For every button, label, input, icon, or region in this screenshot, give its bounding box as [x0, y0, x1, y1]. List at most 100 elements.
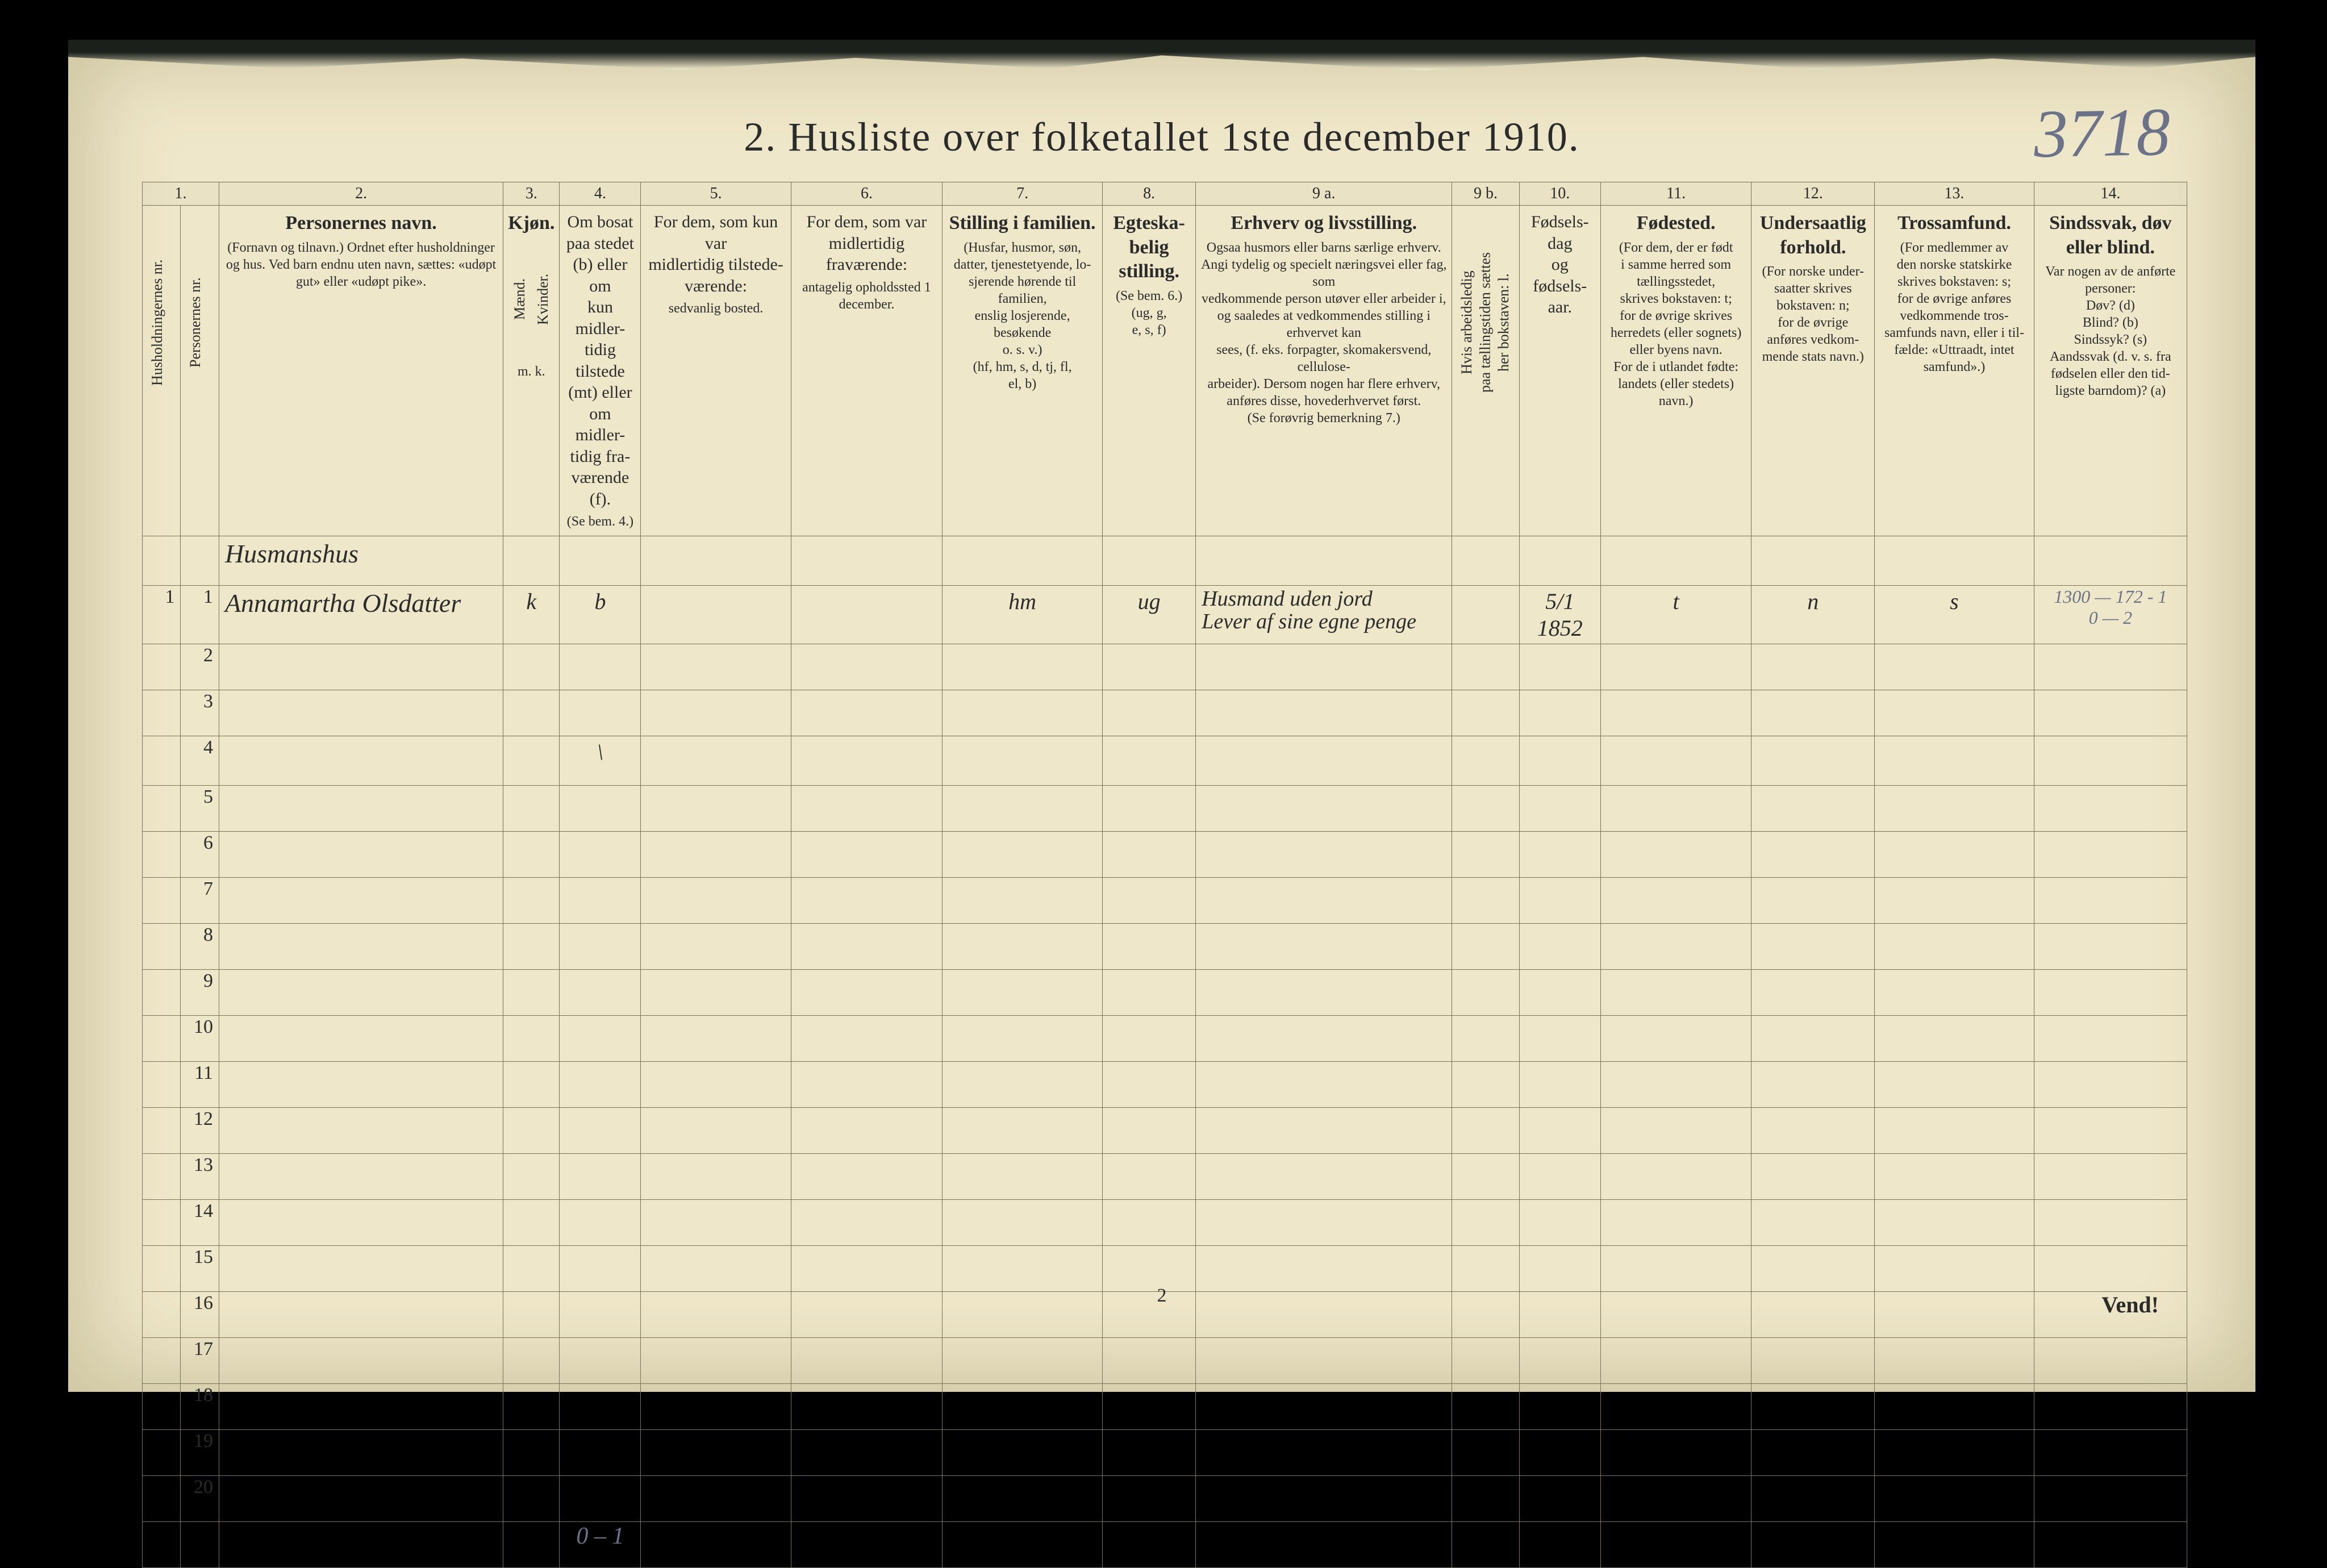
colnum-5: 5. — [641, 182, 791, 206]
rownum-4: 4 — [181, 736, 219, 786]
hdr-col7: Stilling i familien. (Husfar, husmor, sø… — [943, 206, 1103, 536]
rownum-5: 5 — [181, 786, 219, 832]
fsted-1: t — [1600, 586, 1751, 644]
colnum-9a: 9 a. — [1196, 182, 1452, 206]
stray-mark-row4: \ — [560, 736, 641, 786]
vend-label: Vend! — [2101, 1291, 2159, 1318]
hdr-kjon: Kjøn. Mænd. Kvinder. m. k. — [503, 206, 560, 536]
rownum-19: 19 — [181, 1430, 219, 1476]
data-row-5: 5 — [143, 786, 2187, 832]
egt-1: ug — [1102, 586, 1195, 644]
bosat-1: b — [560, 586, 641, 644]
document-page: 3718 2. Husliste over folketallet 1ste d… — [68, 40, 2255, 1392]
hdr-navn-sub: (Fornavn og tilnavn.) Ordnet efter husho… — [224, 239, 498, 290]
hdr-8-sub: (Se bem. 6.) (ug, g, e, s, f) — [1107, 287, 1191, 339]
column-number-row: 1. 2. 3. 4. 5. 6. 7. 8. 9 a. 9 b. 10. 11… — [143, 182, 2187, 206]
rownum-17: 17 — [181, 1338, 219, 1384]
data-row-12: 12 — [143, 1108, 2187, 1154]
colnum-8: 8. — [1102, 182, 1195, 206]
house-name: Husmanshus — [219, 536, 503, 586]
rownum-18: 18 — [181, 1384, 219, 1430]
hdr-kjon-title: Kjøn. — [508, 212, 554, 233]
stilling-1: hm — [943, 586, 1103, 644]
colnum-6: 6. — [791, 182, 943, 206]
hdr-14-title: Sindssvak, døv eller blind. — [2049, 212, 2171, 258]
hh-1: 1 — [143, 586, 181, 644]
rownum-20: 20 — [181, 1476, 219, 1522]
hdr-8-title: Egteska- belig stilling. — [1113, 212, 1185, 282]
hdr-bosat-sub: (Se bem. 4.) — [564, 513, 636, 530]
hdr-9a-sub: Ogsaa husmors eller barns særlige erhver… — [1200, 239, 1447, 427]
rownum-6: 6 — [181, 832, 219, 878]
hdr-mk: m. k. — [508, 363, 554, 380]
hdr-5-sub: sedvanlig bosted. — [645, 300, 786, 317]
data-row-8: 8 — [143, 924, 2187, 970]
hdr-14-sub: Var nogen av de anførte personer: Døv? (… — [2039, 263, 2182, 399]
erhverv-1: Husmand uden jord Lever af sine egne pen… — [1196, 586, 1452, 644]
hdr-col11: Fødested. (For dem, der er født i samme … — [1600, 206, 1751, 536]
hdr-9a-title: Erhverv og livsstilling. — [1231, 212, 1417, 233]
hdr-9b: Hvis arbeidsledig paa tællingstiden sætt… — [1457, 211, 1515, 434]
colnum-9b: 9 b. — [1452, 182, 1520, 206]
hdr-col8: Egteska- belig stilling. (Se bem. 6.) (u… — [1102, 206, 1195, 536]
hdr-col14: Sindssvak, døv eller blind. Var nogen av… — [2034, 206, 2187, 536]
rownum-7: 7 — [181, 878, 219, 924]
hdr-navn-title: Personernes navn. — [285, 212, 436, 233]
hdr-kvinder: Kvinder. — [533, 239, 554, 360]
data-row-1: 1 1 Annamartha Olsdatter k b hm ug Husma… — [143, 586, 2187, 644]
rownum-9: 9 — [181, 970, 219, 1016]
bottom-count: 0 – 1 — [560, 1522, 641, 1568]
data-row-9: 9 — [143, 970, 2187, 1016]
colnum-11: 11. — [1600, 182, 1751, 206]
hdr-col10: Fødsels- dag og fødsels- aar. — [1519, 206, 1600, 536]
rownum-3: 3 — [181, 690, 219, 736]
name-1: Annamartha Olsdatter — [219, 586, 503, 644]
under-1: n — [1751, 586, 1875, 644]
data-row-3: 3 — [143, 690, 2187, 736]
colnum-3: 3. — [503, 182, 560, 206]
colnum-14: 14. — [2034, 182, 2187, 206]
house-name-row: Husmanshus — [143, 536, 2187, 586]
rownum-14: 14 — [181, 1200, 219, 1246]
colnum-13: 13. — [1875, 182, 2034, 206]
hdr-bosat: Om bosat paa stedet (b) eller om kun mid… — [560, 206, 641, 536]
rownum-2: 2 — [181, 644, 219, 690]
colnum-12: 12. — [1751, 182, 1875, 206]
footer-page-number: 2 — [68, 1285, 2255, 1307]
rownum-12: 12 — [181, 1108, 219, 1154]
header-row: Husholdningernes nr. Personernes nr. Per… — [143, 206, 2187, 536]
hdr-7-sub: (Husfar, husmor, søn, datter, tjenestety… — [947, 239, 1098, 393]
colnum-1: 1. — [143, 182, 219, 206]
hdr-col13: Trossamfund. (For medlemmer av den norsk… — [1875, 206, 2034, 536]
tros-1: s — [1875, 586, 2034, 644]
fdato-1: 5/1 1852 — [1519, 586, 1600, 644]
data-row-7: 7 — [143, 878, 2187, 924]
hdr-maend: Mænd. — [510, 239, 531, 360]
hdr-12-sub: (For norske under- saatter skrives bokst… — [1756, 263, 1870, 365]
rownum-10: 10 — [181, 1016, 219, 1062]
rownum-11: 11 — [181, 1062, 219, 1108]
blank-rows: 234\567891011121314151617181920 — [143, 644, 2187, 1522]
torn-top-edge — [68, 40, 2255, 71]
data-row-2: 2 — [143, 644, 2187, 690]
hdr-11-sub: (For dem, der er født i samme herred som… — [1605, 239, 1747, 410]
hdr-col6: For dem, som var midlertidig fraværende:… — [791, 206, 943, 536]
hdr-col5: For dem, som kun var midlertidig tilsted… — [641, 206, 791, 536]
data-row-6: 6 — [143, 832, 2187, 878]
hdr-6-sub: antagelig opholdssted 1 december. — [796, 279, 938, 313]
data-row-20: 20 — [143, 1476, 2187, 1522]
colnum-2: 2. — [219, 182, 503, 206]
data-row-13: 13 — [143, 1154, 2187, 1200]
hdr-navn: Personernes navn. (Fornavn og tilnavn.) … — [219, 206, 503, 536]
hdr-13-title: Trossamfund. — [1898, 212, 2011, 233]
colnum-7: 7. — [943, 182, 1103, 206]
census-table: 1. 2. 3. 4. 5. 6. 7. 8. 9 a. 9 b. 10. 11… — [142, 182, 2187, 1568]
rownum-8: 8 — [181, 924, 219, 970]
hdr-6-title: For dem, som var midlertidig fraværende: — [807, 212, 927, 274]
hdr-10-title: Fødsels- dag og fødsels- aar. — [1531, 212, 1589, 316]
data-row-18: 18 — [143, 1384, 2187, 1430]
hdr-col12: Undersaatlig forhold. (For norske under-… — [1751, 206, 1875, 536]
data-row-10: 10 — [143, 1016, 2187, 1062]
hdr-7-title: Stilling i familien. — [949, 212, 1096, 233]
data-row-19: 19 — [143, 1430, 2187, 1476]
